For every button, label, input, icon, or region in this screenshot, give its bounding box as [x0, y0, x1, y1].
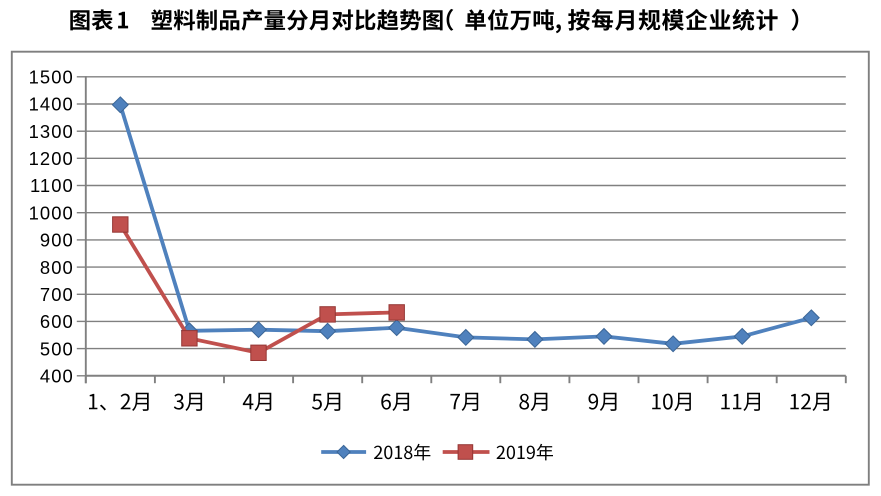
svg-text:400: 400	[40, 366, 74, 387]
svg-text:1000: 1000	[29, 202, 74, 223]
svg-text:1300: 1300	[29, 121, 74, 142]
svg-text:600: 600	[40, 311, 74, 332]
svg-text:500: 500	[40, 338, 74, 359]
svg-text:1400: 1400	[29, 94, 74, 115]
svg-text:800: 800	[40, 257, 74, 278]
svg-text:1100: 1100	[30, 175, 74, 196]
svg-text:700: 700	[40, 284, 74, 305]
svg-text:900: 900	[40, 230, 74, 251]
svg-text:1200: 1200	[29, 148, 74, 169]
svg-text:1500: 1500	[29, 67, 74, 88]
